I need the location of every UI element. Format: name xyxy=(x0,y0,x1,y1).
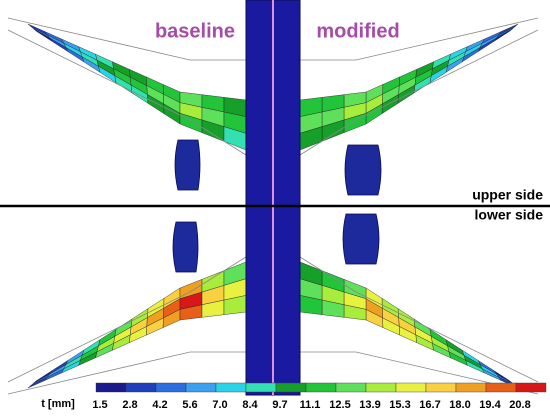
colorbar-swatch xyxy=(455,382,487,393)
colorbar-title: t [mm] xyxy=(41,398,75,410)
colorbar-swatch xyxy=(335,382,367,393)
colorbar-tick: 9.7 xyxy=(272,399,287,411)
baseline-label: baseline xyxy=(155,20,235,42)
outline xyxy=(300,351,539,395)
colorbar-tick: 5.6 xyxy=(182,399,197,411)
wing xyxy=(27,23,247,151)
colorbar-tick: 15.3 xyxy=(389,399,410,411)
colorbar-tick: 18.0 xyxy=(449,399,470,411)
planform-outlines xyxy=(7,17,539,395)
colorbar-swatch xyxy=(275,382,307,393)
colorbar-swatch xyxy=(95,382,127,393)
outline xyxy=(300,17,539,61)
colorbar-tick: 2.8 xyxy=(122,399,137,411)
wing xyxy=(27,261,247,389)
outline xyxy=(299,29,539,156)
nacelle xyxy=(174,139,201,191)
colorbar-swatch xyxy=(365,382,397,393)
modified-label: modified xyxy=(316,20,399,42)
nacelle xyxy=(342,213,380,265)
colorbar-swatch xyxy=(155,382,187,393)
colorbar-tick: 4.2 xyxy=(152,399,167,411)
wing xyxy=(299,261,519,389)
wing xyxy=(299,23,519,151)
outline xyxy=(7,29,247,156)
colorbar-tick: 12.5 xyxy=(329,399,350,411)
outline xyxy=(7,17,246,61)
colorbar-swatch xyxy=(395,382,427,393)
colorbar-tick: 19.4 xyxy=(479,399,501,411)
lower-side-label: lower side xyxy=(475,207,544,223)
colorbar-tick: 20.8 xyxy=(509,399,530,411)
colorbar-tick: 16.7 xyxy=(419,399,440,411)
colorbar-swatch xyxy=(425,382,457,393)
colorbar-swatch xyxy=(185,382,217,393)
colorbar-swatch xyxy=(245,382,277,393)
nacelle xyxy=(172,221,199,273)
colorbar: 1.5 2.8 4.2 5.6 7.0 8.4 9.7 11.1 12.5 13.9 15.3 16.… xyxy=(92,382,547,411)
upper-side-label: upper side xyxy=(472,187,543,203)
outline xyxy=(299,256,539,383)
wings xyxy=(27,23,519,389)
colorbar-tick: 11.1 xyxy=(300,399,321,411)
colorbar-swatch xyxy=(125,382,157,393)
colorbar-swatch xyxy=(515,382,547,393)
colorbar-tick: 1.5 xyxy=(92,399,107,411)
colorbar-swatch xyxy=(215,382,247,393)
colorbar-swatch xyxy=(485,382,517,393)
colorbar-swatch xyxy=(305,382,337,393)
colorbar-tick: 13.9 xyxy=(359,399,380,411)
nacelles xyxy=(172,139,382,273)
outline xyxy=(7,256,247,383)
outline xyxy=(7,351,246,395)
nacelle xyxy=(344,144,382,196)
colorbar-tick: 8.4 xyxy=(242,399,258,411)
colorbar-tick: 7.0 xyxy=(212,399,227,411)
